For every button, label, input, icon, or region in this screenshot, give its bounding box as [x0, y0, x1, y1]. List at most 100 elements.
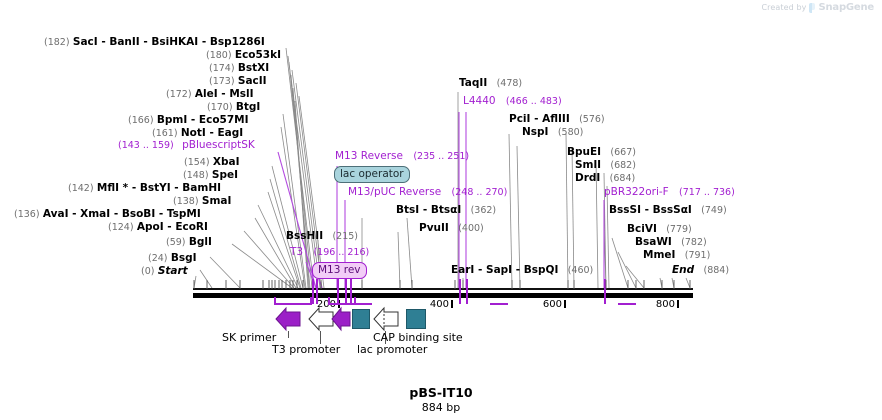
enzyme-names: BssHII — [286, 230, 324, 242]
enzyme-label-bsssi[interactable]: BssSI - BssSαI (749) — [609, 204, 727, 217]
enzyme-label-saci[interactable]: (182) SacI - BanII - BsiHKAI - Bsp1286I — [44, 36, 265, 49]
feature-glyph-sk-primer[interactable] — [274, 306, 302, 332]
enzyme-position: (667) — [610, 147, 636, 158]
feature-caption-sk-primer[interactable]: SK primer — [222, 331, 277, 344]
snapgene-logo-icon — [809, 2, 816, 13]
feature-range: (143 .. 159) — [118, 140, 174, 151]
range-bar-pbluescriptsk — [328, 303, 356, 305]
enzyme-position: (166) — [128, 115, 154, 126]
enzyme-label-spei[interactable]: (148) SpeI — [183, 169, 238, 182]
enzyme-label-eari[interactable]: EarI - SapI - BspQI (460) — [451, 264, 593, 277]
feature-connector-l4440-left — [459, 279, 461, 304]
caption-stem-lac-promoter — [385, 331, 386, 344]
sequence-line-thin — [193, 288, 693, 290]
enzyme-position: (148) — [183, 170, 209, 181]
enzyme-label-smai[interactable]: (138) SmaI — [173, 195, 231, 208]
enzyme-label-taqii[interactable]: TaqII (478) — [459, 77, 522, 90]
feature-label-t3[interactable]: T3 (196 .. 216) — [290, 246, 369, 259]
badge-lac-operator[interactable]: lac operator — [334, 166, 410, 183]
enzyme-names: BpmI - Eco57MI — [156, 114, 249, 126]
enzyme-label-apoi[interactable]: (124) ApoI - EcoRI — [108, 221, 208, 234]
feature-caption-cap-binding-site[interactable]: CAP binding site — [373, 331, 463, 344]
enzyme-names: BtsI - BtsαI — [396, 204, 462, 216]
enzyme-label-btsi[interactable]: BtsI - BtsαI (362) — [396, 204, 496, 217]
enzyme-label-mfli[interactable]: (142) MflI * - BstYI - BamHI — [68, 182, 221, 195]
terminus-position: (0) — [141, 266, 155, 277]
feature-connector-lac-operator — [350, 279, 352, 304]
range-bar-l4440 — [490, 303, 508, 305]
enzyme-label-bpuei[interactable]: BpuEI (667) — [567, 146, 636, 159]
enzyme-position: (400) — [458, 223, 484, 234]
feature-label-pbluescriptsk[interactable]: (143 .. 159) pBluescriptSK — [118, 139, 255, 152]
feature-label-pbr322ori-f[interactable]: pBR322ori-F (717 .. 736) — [604, 186, 735, 199]
enzyme-label-pcii[interactable]: PciI - AflIII (576) — [509, 113, 605, 126]
enzyme-label-bsshii[interactable]: BssHII (215) — [286, 230, 358, 243]
enzyme-position: (779) — [666, 224, 692, 235]
enzyme-position: (478) — [496, 78, 523, 89]
badge-m13-rev[interactable]: M13 rev — [312, 262, 367, 279]
enzyme-position: (172) — [166, 89, 192, 100]
enzyme-label-eco53ki[interactable]: (180) Eco53kI — [206, 49, 281, 62]
enzyme-label-bsawi[interactable]: BsaWI (782) — [635, 236, 707, 249]
enzyme-names: AleI - MslI — [194, 88, 254, 100]
feature-name: L4440 — [463, 95, 496, 107]
range-tick-pb-left — [328, 297, 330, 304]
enzyme-names: BtgI — [235, 101, 261, 113]
feature-glyph-lac-promoter[interactable] — [372, 306, 400, 332]
enzyme-label-bgli[interactable]: (59) BglI — [166, 236, 212, 249]
enzyme-label-smli[interactable]: SmlI (682) — [575, 159, 636, 172]
feature-connector-l4440-right — [466, 279, 468, 304]
feature-label-m13-reverse[interactable]: M13 Reverse (235 .. 251) — [335, 150, 469, 163]
enzyme-label-bcivi[interactable]: BciVI (779) — [627, 223, 692, 236]
range-tick-t3-right — [310, 297, 312, 304]
enzyme-names: SmlI — [575, 159, 602, 171]
enzyme-label-bstxi[interactable]: (174) BstXI — [209, 62, 269, 75]
terminus-name: Start — [157, 265, 188, 277]
enzyme-label-mmei[interactable]: MmeI (791) — [643, 249, 710, 262]
terminus-label-start[interactable]: (0) Start — [141, 265, 188, 278]
feature-label-m13puc-reverse[interactable]: M13/pUC Reverse (248 .. 270) — [348, 186, 507, 199]
enzyme-label-bpmi[interactable]: (166) BpmI - Eco57MI — [128, 114, 249, 127]
enzyme-label-noti[interactable]: (161) NotI - EagI — [152, 127, 243, 140]
enzyme-names: PvuII — [419, 222, 449, 234]
feature-range: (196 .. 216) — [313, 247, 370, 258]
enzyme-label-avai[interactable]: (136) AvaI - XmaI - BsoBI - TspMI — [14, 208, 201, 221]
ruler-tick-400 — [451, 300, 453, 308]
enzyme-names: SpeI — [211, 169, 238, 181]
feature-label-l4440[interactable]: L4440 (466 .. 483) — [463, 95, 562, 108]
terminus-label-end[interactable]: End (884) — [672, 264, 729, 277]
enzyme-label-xbai[interactable]: (154) XbaI — [184, 156, 240, 169]
enzyme-position: (576) — [579, 114, 605, 125]
enzyme-position: (59) — [166, 237, 186, 248]
enzyme-position: (684) — [609, 173, 636, 184]
enzyme-label-sacii[interactable]: (173) SacII — [209, 75, 267, 88]
enzyme-position: (170) — [207, 102, 233, 113]
enzyme-label-pvuii[interactable]: PvuII (400) — [419, 222, 484, 235]
feature-glyph-lac-operator[interactable] — [352, 309, 370, 329]
enzyme-position: (782) — [681, 237, 707, 248]
feature-glyph-m13-rev-arrow[interactable] — [330, 306, 352, 332]
enzyme-names: MflI * - BstYI - BamHI — [96, 182, 222, 194]
feature-glyph-cap-binding-site[interactable] — [406, 309, 426, 329]
enzyme-position: (142) — [68, 183, 94, 194]
range-tick-t3-left — [274, 297, 276, 304]
enzyme-names: BpuEI — [567, 146, 602, 158]
enzyme-names: BstXI — [237, 62, 270, 74]
range-tick-pb-right — [354, 297, 356, 304]
enzyme-names: NotI - EagI — [180, 127, 244, 139]
feature-caption-t3-promoter[interactable]: T3 promoter — [272, 343, 341, 356]
enzyme-label-nspi[interactable]: NspI (580) — [522, 126, 583, 139]
enzyme-label-bsgi[interactable]: (24) BsgI — [148, 252, 197, 265]
enzyme-label-btgi[interactable]: (170) BtgI — [207, 101, 260, 114]
enzyme-names: PciI - AflIII — [509, 113, 570, 125]
enzyme-label-alei[interactable]: (172) AleI - MslI — [166, 88, 254, 101]
enzyme-label-drdi[interactable]: DrdI (684) — [575, 172, 635, 185]
feature-name: pBR322ori-F — [604, 186, 669, 198]
enzyme-position: (161) — [152, 128, 178, 139]
enzyme-names: DrdI — [575, 172, 601, 184]
feature-caption-lac-promoter[interactable]: lac promoter — [357, 343, 428, 356]
snapgene-watermark: Created by SnapGene — [761, 2, 874, 13]
enzyme-names: SacII — [237, 75, 267, 87]
enzyme-position: (124) — [108, 222, 134, 233]
